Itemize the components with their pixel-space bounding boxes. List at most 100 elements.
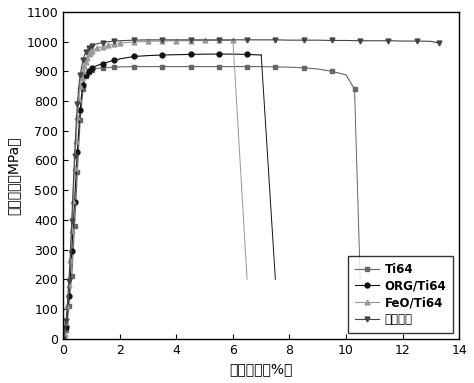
实施例一 <box>159 38 165 42</box>
FeO/Ti64 <box>77 84 83 88</box>
ORG/Ti64 <box>60 336 66 341</box>
ORG/Ti64 <box>70 225 76 229</box>
Ti64 <box>69 274 74 278</box>
ORG/Ti64 <box>89 66 94 71</box>
ORG/Ti64 <box>77 108 83 112</box>
Ti64 <box>145 64 151 69</box>
FeO/Ti64 <box>67 258 73 262</box>
Ti64 <box>117 65 123 69</box>
Ti64 <box>100 65 106 70</box>
实施例一 <box>77 73 83 77</box>
ORG/Ti64 <box>62 333 67 338</box>
FeO/Ti64 <box>100 44 106 49</box>
Ti64 <box>343 73 349 77</box>
ORG/Ti64 <box>73 175 79 179</box>
Ti64 <box>79 102 84 106</box>
实施例一 <box>437 41 442 46</box>
实施例一 <box>86 46 91 51</box>
Ti64 <box>230 64 236 69</box>
FeO/Ti64 <box>111 42 117 46</box>
Line: ORG/Ti64: ORG/Ti64 <box>61 52 264 341</box>
ORG/Ti64 <box>87 67 93 72</box>
FeO/Ti64 <box>66 283 72 288</box>
Ti64 <box>84 71 90 76</box>
Ti64 <box>76 142 82 146</box>
实施例一 <box>357 38 363 43</box>
FeO/Ti64 <box>84 56 90 60</box>
FeO/Ti64 <box>60 336 66 341</box>
ORG/Ti64 <box>106 59 111 64</box>
FeO/Ti64 <box>87 50 93 55</box>
Ti64 <box>159 64 165 69</box>
Ti64 <box>80 87 86 92</box>
实施例一 <box>84 47 90 52</box>
Ti64 <box>216 64 222 69</box>
Ti64 <box>82 79 87 83</box>
实施例一 <box>202 38 208 42</box>
Ti64 <box>86 70 91 74</box>
实施例一 <box>173 38 179 42</box>
实施例一 <box>64 301 70 305</box>
FeO/Ti64 <box>173 38 179 43</box>
Ti64 <box>315 67 320 71</box>
ORG/Ti64 <box>100 61 106 66</box>
实施例一 <box>414 39 419 43</box>
ORG/Ti64 <box>69 249 74 253</box>
ORG/Ti64 <box>173 52 179 57</box>
实施例一 <box>82 53 87 57</box>
实施例一 <box>66 278 72 283</box>
FeO/Ti64 <box>80 69 86 74</box>
ORG/Ti64 <box>84 70 90 75</box>
实施例一 <box>79 65 84 69</box>
ORG/Ti64 <box>74 149 80 154</box>
实施例一 <box>63 319 69 323</box>
实施例一 <box>329 38 335 43</box>
实施例一 <box>106 39 111 44</box>
实施例一 <box>67 252 73 256</box>
FeO/Ti64 <box>74 115 80 119</box>
实施例一 <box>372 38 377 43</box>
ORG/Ti64 <box>72 200 77 204</box>
实施例一 <box>73 126 79 130</box>
ORG/Ti64 <box>63 324 69 329</box>
实施例一 <box>74 102 80 106</box>
Ti64 <box>66 304 72 308</box>
Line: FeO/Ti64: FeO/Ti64 <box>61 38 236 341</box>
实施例一 <box>131 38 137 43</box>
实施例一 <box>70 187 76 191</box>
实施例一 <box>244 38 250 42</box>
ORG/Ti64 <box>76 127 82 131</box>
Ti64 <box>60 336 66 341</box>
实施例一 <box>72 154 77 158</box>
FeO/Ti64 <box>94 46 100 51</box>
实施例一 <box>100 40 106 45</box>
ORG/Ti64 <box>79 93 84 97</box>
Ti64 <box>83 74 89 79</box>
实施例一 <box>62 331 67 336</box>
Ti64 <box>111 65 117 69</box>
Ti64 <box>301 65 307 70</box>
Ti64 <box>287 65 292 69</box>
Legend: Ti64, ORG/Ti64, FeO/Ti64, 实施例一: Ti64, ORG/Ti64, FeO/Ti64, 实施例一 <box>348 256 453 333</box>
Ti64 <box>352 87 357 92</box>
X-axis label: 拉伸应变（%）: 拉伸应变（%） <box>229 362 293 376</box>
FeO/Ti64 <box>69 228 74 232</box>
ORG/Ti64 <box>117 57 123 61</box>
FeO/Ti64 <box>202 38 208 43</box>
Ti64 <box>258 64 264 69</box>
FeO/Ti64 <box>145 39 151 44</box>
FeO/Ti64 <box>89 48 94 53</box>
Ti64 <box>74 170 80 175</box>
实施例一 <box>188 38 193 42</box>
FeO/Ti64 <box>230 38 236 43</box>
ORG/Ti64 <box>67 274 73 278</box>
实施例一 <box>117 38 123 43</box>
Ti64 <box>62 333 67 338</box>
ORG/Ti64 <box>80 82 86 87</box>
实施例一 <box>89 43 94 48</box>
Ti64 <box>188 64 193 69</box>
ORG/Ti64 <box>94 63 100 68</box>
ORG/Ti64 <box>111 58 117 63</box>
Ti64 <box>63 327 69 332</box>
Ti64 <box>89 67 94 72</box>
